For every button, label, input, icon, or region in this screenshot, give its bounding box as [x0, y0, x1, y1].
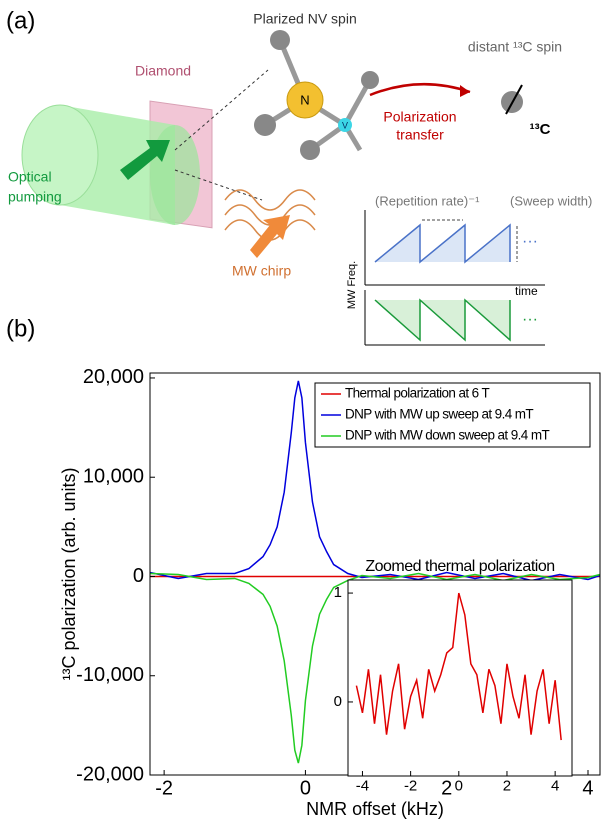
ellipsis: ··· — [522, 233, 538, 250]
y-tick-label: 20,000 — [83, 366, 144, 388]
optical-label: Optical — [8, 169, 52, 185]
transfer-label: Polarization — [383, 109, 456, 125]
y-tick-label: 0 — [133, 565, 144, 587]
x-tick-label: 0 — [455, 777, 463, 794]
nv-label: Plarized NV spin — [253, 11, 357, 27]
transfer-arrow — [369, 82, 471, 97]
diagram — [21, 30, 545, 346]
atom — [254, 114, 276, 136]
down-sweep — [374, 298, 511, 342]
atom-label: N — [300, 92, 309, 107]
atom — [300, 140, 320, 160]
distant-label: distant ¹³C spin — [468, 39, 562, 55]
x-tick-label: 4 — [551, 777, 559, 794]
mw-arrow — [250, 215, 290, 258]
y-tick-label: 10,000 — [83, 466, 144, 488]
legend-box — [314, 382, 591, 448]
x-tick-label: -4 — [356, 777, 369, 794]
axes-frame — [347, 579, 573, 777]
y-tick-label: 0 — [334, 693, 342, 710]
legend-label: DNP with MW up sweep at 9.4 mT — [345, 407, 533, 422]
atom — [270, 30, 290, 50]
axes — [364, 210, 545, 286]
axes — [364, 290, 545, 346]
x-tick-label: 2 — [441, 777, 452, 799]
y-tick-label: 1 — [334, 584, 342, 601]
panel-label: (a) — [6, 7, 35, 34]
axis-label: time — [515, 284, 538, 298]
y-tick-label: -20,000 — [76, 763, 144, 785]
nitrogen-atom — [286, 81, 324, 119]
zoom-line — [174, 69, 269, 151]
mw-label: MW chirp — [232, 263, 291, 279]
axis-label: MW Freq. — [346, 261, 358, 309]
x-tick-label: -2 — [155, 777, 173, 799]
panel-label: (b) — [6, 315, 35, 342]
width-label: (Sweep width) — [510, 193, 592, 208]
transfer-label: transfer — [396, 127, 444, 143]
rate-label: (Repetition rate)⁻¹ — [375, 193, 480, 208]
legend-label: Thermal polarization at 6 T — [345, 386, 489, 401]
atom-label: V — [342, 120, 348, 130]
optical-label: pumping — [8, 189, 62, 205]
series-line — [149, 572, 601, 764]
ellipsis: ··· — [522, 311, 538, 328]
x-tick-label: 4 — [582, 777, 593, 799]
spin-arrow — [505, 84, 523, 115]
x-tick-label: 2 — [503, 777, 511, 794]
legend-label: DNP with MW down sweep at 9.4 mT — [345, 428, 549, 443]
vacancy — [338, 118, 352, 132]
carbon-label: ¹³C — [530, 121, 551, 138]
inset-title: Zoomed thermal polarization — [365, 558, 554, 575]
x-tick-label: -2 — [404, 777, 417, 794]
plot-area — [348, 580, 572, 776]
diamond-label: Diamond — [135, 63, 191, 79]
arrowhead — [460, 85, 470, 97]
atom — [361, 71, 379, 89]
y-tick-label: -10,000 — [76, 664, 144, 686]
up-sweep — [374, 223, 511, 264]
pump-arrow — [120, 140, 170, 180]
x-axis-label: NMR offset (kHz) — [306, 799, 444, 819]
x-tick-label: 0 — [300, 777, 311, 799]
y-axis-label: ¹³C polarization (arb. units) — [59, 467, 79, 680]
series-line — [355, 592, 562, 741]
beam-end — [21, 104, 99, 206]
